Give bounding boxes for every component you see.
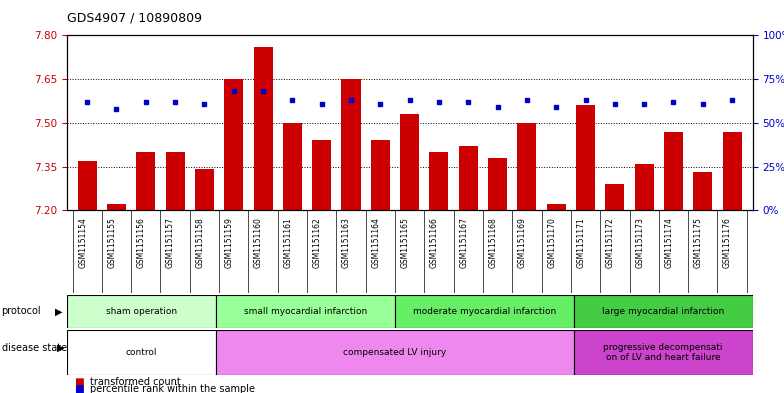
Text: GSM1151164: GSM1151164 (372, 217, 380, 268)
Text: GSM1151157: GSM1151157 (166, 217, 175, 268)
Bar (165, 152, 185, 210)
Text: protocol: protocol (2, 307, 42, 316)
Bar (195, 169, 214, 210)
Text: GSM1151156: GSM1151156 (136, 217, 146, 268)
Bar (216, 295, 394, 328)
Text: GSM1151174: GSM1151174 (665, 217, 673, 268)
Bar (394, 295, 574, 328)
Text: disease state: disease state (2, 343, 67, 353)
Text: GSM1151162: GSM1151162 (313, 217, 321, 268)
Text: GSM1151161: GSM1151161 (283, 217, 292, 268)
Text: GSM1151176: GSM1151176 (723, 217, 732, 268)
Text: transformed count: transformed count (90, 377, 181, 387)
Text: GSM1151160: GSM1151160 (254, 217, 263, 268)
Text: GSM1151173: GSM1151173 (635, 217, 644, 268)
Text: large myocardial infarction: large myocardial infarction (602, 307, 724, 316)
Text: GSM1151154: GSM1151154 (78, 217, 87, 268)
Text: GSM1151165: GSM1151165 (401, 217, 409, 268)
Text: GSM1151171: GSM1151171 (576, 217, 586, 268)
Text: ■: ■ (74, 377, 84, 387)
Text: small myocardial infarction: small myocardial infarction (244, 307, 367, 316)
Bar (78, 161, 96, 210)
Bar (634, 163, 654, 210)
Text: GSM1151169: GSM1151169 (518, 217, 527, 268)
Bar (67, 330, 216, 375)
Bar (342, 79, 361, 210)
Bar (371, 140, 390, 210)
Bar (136, 152, 155, 210)
Text: GSM1151175: GSM1151175 (694, 217, 702, 268)
Text: GSM1151166: GSM1151166 (430, 217, 439, 268)
Bar (723, 132, 742, 210)
Bar (664, 132, 683, 210)
Bar (283, 123, 302, 210)
Bar (574, 330, 753, 375)
Text: GSM1151158: GSM1151158 (195, 217, 205, 268)
Text: sham operation: sham operation (106, 307, 176, 316)
Bar (459, 146, 477, 210)
Text: GSM1151172: GSM1151172 (606, 217, 615, 268)
Text: moderate myocardial infarction: moderate myocardial infarction (412, 307, 556, 316)
Bar (312, 140, 331, 210)
Text: GSM1151159: GSM1151159 (225, 217, 234, 268)
Text: GDS4907 / 10890809: GDS4907 / 10890809 (67, 12, 201, 25)
Bar (216, 330, 574, 375)
Text: ▶: ▶ (57, 343, 65, 353)
Text: GSM1151163: GSM1151163 (342, 217, 351, 268)
Text: progressive decompensati
on of LV and heart failure: progressive decompensati on of LV and he… (604, 343, 723, 362)
Text: compensated LV injury: compensated LV injury (343, 348, 446, 357)
Text: percentile rank within the sample: percentile rank within the sample (90, 384, 255, 393)
Bar (430, 152, 448, 210)
Bar (574, 295, 753, 328)
Text: ■: ■ (74, 384, 84, 393)
Bar (576, 105, 595, 210)
Text: control: control (125, 348, 157, 357)
Bar (224, 79, 243, 210)
Bar (253, 47, 273, 210)
Bar (67, 295, 216, 328)
Text: ▶: ▶ (55, 307, 63, 316)
Bar (693, 173, 713, 210)
Text: GSM1151167: GSM1151167 (459, 217, 468, 268)
Text: GSM1151155: GSM1151155 (107, 217, 117, 268)
Bar (107, 204, 126, 210)
Bar (517, 123, 536, 210)
Text: GSM1151170: GSM1151170 (547, 217, 556, 268)
Text: GSM1151168: GSM1151168 (488, 217, 498, 268)
Bar (488, 158, 507, 210)
Bar (400, 114, 419, 210)
Bar (605, 184, 624, 210)
Bar (546, 204, 566, 210)
